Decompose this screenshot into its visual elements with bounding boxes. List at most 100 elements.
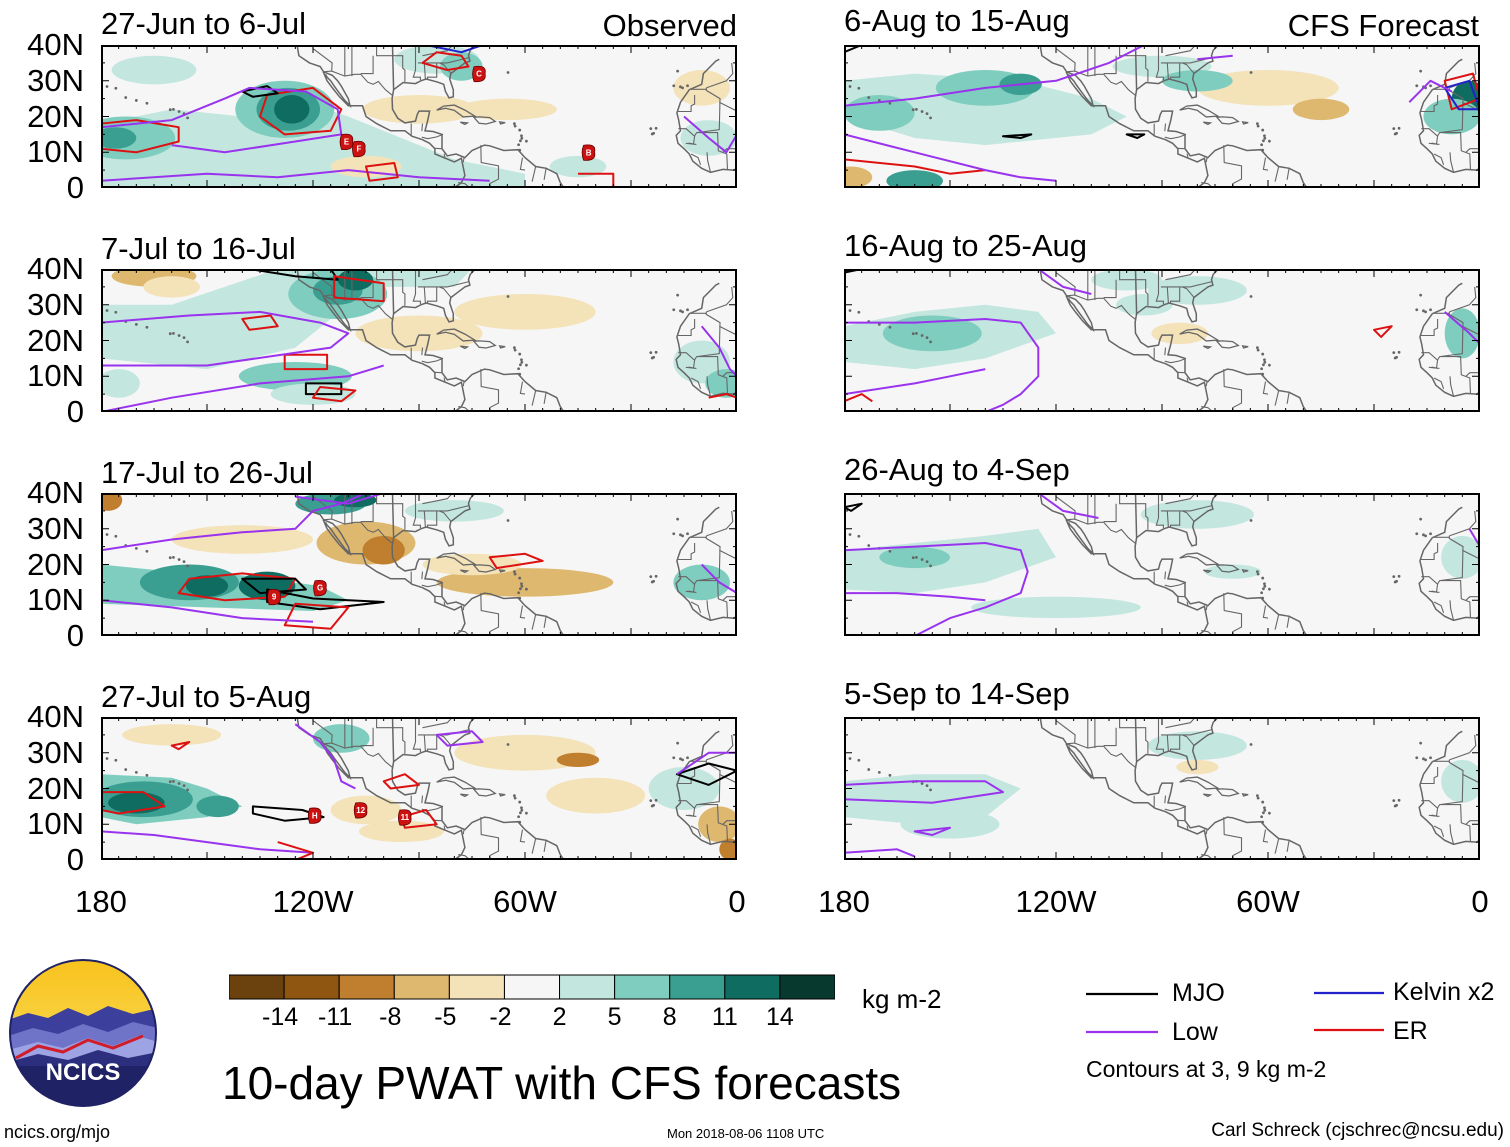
island [686,756,689,760]
political-border [417,728,470,736]
island-coast [498,793,506,797]
island [517,815,521,819]
island [929,788,932,792]
island [525,139,528,143]
island [172,779,175,783]
political-border [543,839,547,852]
island [1263,134,1266,138]
pwat-anomaly-area [886,170,943,188]
island [654,798,658,802]
island [1429,84,1432,88]
political-border [1449,152,1455,173]
political-border [1262,381,1269,395]
map-svg-1: EF C B [101,45,737,188]
island [177,782,181,785]
lat-label-40n-panel-4: 40N [27,699,84,734]
wave-contour [294,723,356,790]
political-border [519,157,526,171]
panel-title-4: 27-Jul to 5-Aug [101,679,312,714]
political-border [1262,605,1269,619]
panel-title-8: 5-Sep to 14-Sep [844,676,1070,711]
pwat-anomaly-area [844,528,1056,594]
island [182,336,186,340]
political-border [1181,62,1195,74]
island [186,564,189,568]
island [1268,587,1271,591]
lat-label-0-panel-3: 0 [66,618,84,653]
island [911,556,915,560]
island [520,808,524,812]
political-border [1419,319,1439,337]
island [676,69,680,73]
coastline [1136,45,1220,99]
legend-label-low: Low [1172,1018,1218,1046]
lon-label-60w-right: 60W [1236,884,1300,919]
island [1263,582,1266,586]
island [915,331,918,335]
political-border [1428,366,1440,369]
political-border [323,742,393,768]
island-coast [472,788,497,797]
wave-contour [251,805,325,822]
political-border [1164,357,1187,364]
island [168,556,172,560]
political-border [676,543,696,561]
island [1262,811,1265,815]
pwat-anomaly-area [111,55,197,85]
storm-label: 9 [272,593,277,602]
wave-contour [421,51,470,71]
political-border [1119,45,1149,82]
island [1397,574,1401,578]
island [911,332,915,336]
political-border [1274,166,1280,182]
wave-contour [101,791,166,815]
colorbar-tick-label: -5 [434,1003,457,1031]
island-coast [436,552,477,566]
wave-contour [578,172,615,188]
island [676,293,680,297]
island [649,799,653,803]
pwat-anomaly-area [1140,500,1254,529]
island [848,533,852,536]
pwat-anomaly-area [546,777,646,814]
pwat-anomaly-area [1292,98,1350,121]
island [145,549,149,553]
island [1263,360,1267,364]
island [1415,756,1419,760]
pwat-anomaly-area [355,315,483,352]
island [1263,806,1266,810]
political-border [1166,734,1169,752]
wave-contour [1002,133,1033,139]
island [1395,803,1399,807]
wave-contour [844,133,1057,182]
map-svg-7 [844,493,1480,636]
panel-title-6: 16-Aug to 25-Aug [844,228,1088,263]
island [519,363,522,367]
lon-label-180-right: 180 [818,884,870,919]
island [114,86,118,90]
political-border [426,510,438,528]
pwat-anomaly-area [928,329,972,345]
map-frame [101,493,737,636]
political-border [719,101,737,112]
island [888,549,892,553]
island [925,112,929,116]
storm-label: C [476,70,482,79]
island [114,534,118,538]
island [1249,743,1253,746]
wave-contour [1443,79,1480,111]
colorbar-tick-label: 8 [662,1003,677,1031]
island [877,99,881,102]
island-coast [1179,328,1220,342]
island [1392,799,1396,803]
storm-label: 12 [356,806,365,815]
colorbar-tick-label: 14 [766,1003,794,1031]
political-border [722,596,737,601]
political-border [1169,286,1181,304]
political-border [1286,615,1290,628]
pwat-anomaly-area [436,568,614,597]
coastline [391,493,565,636]
pwat-anomaly-area [648,767,720,810]
political-border [1449,510,1477,537]
lat-label-10n-panel-4: 10N [27,806,84,842]
